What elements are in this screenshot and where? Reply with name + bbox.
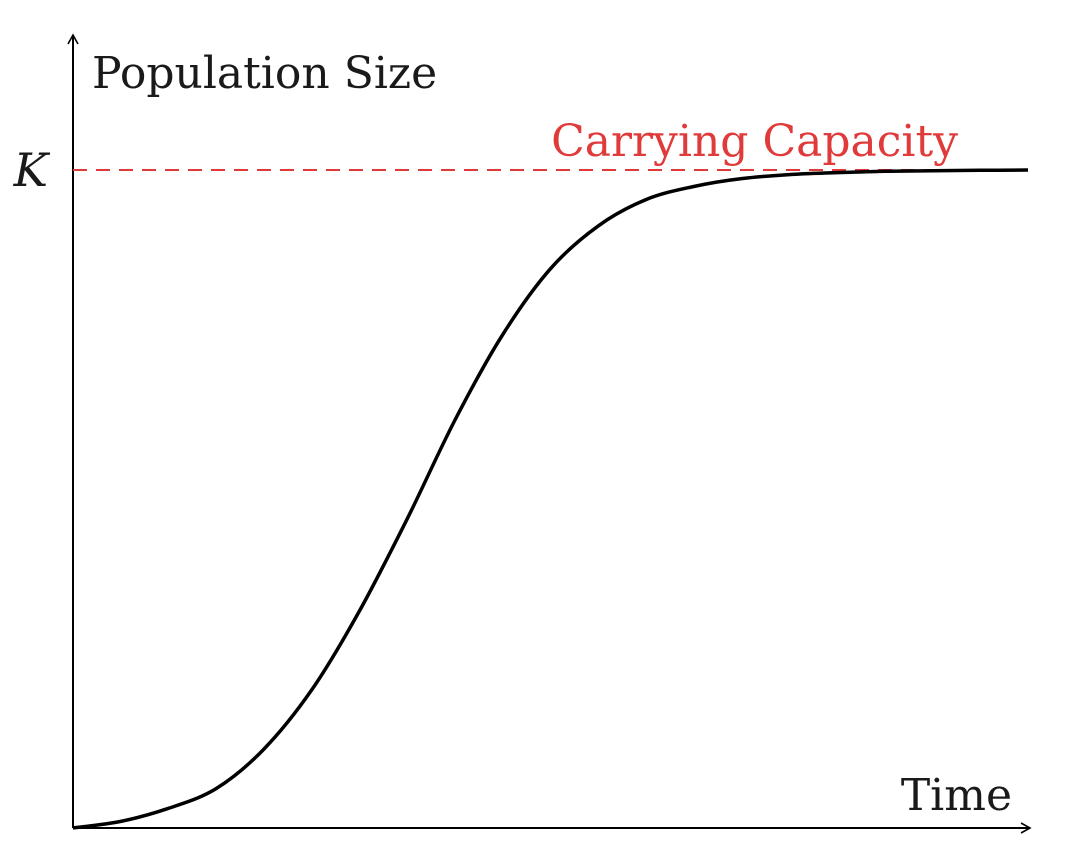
carrying-capacity-label: Carrying Capacity	[551, 116, 958, 167]
y-axis-label: Population Size	[92, 48, 437, 99]
x-axis-label: Time	[901, 770, 1012, 821]
y-tick-label-k: K	[13, 143, 51, 197]
population-curve	[72, 168, 1029, 830]
